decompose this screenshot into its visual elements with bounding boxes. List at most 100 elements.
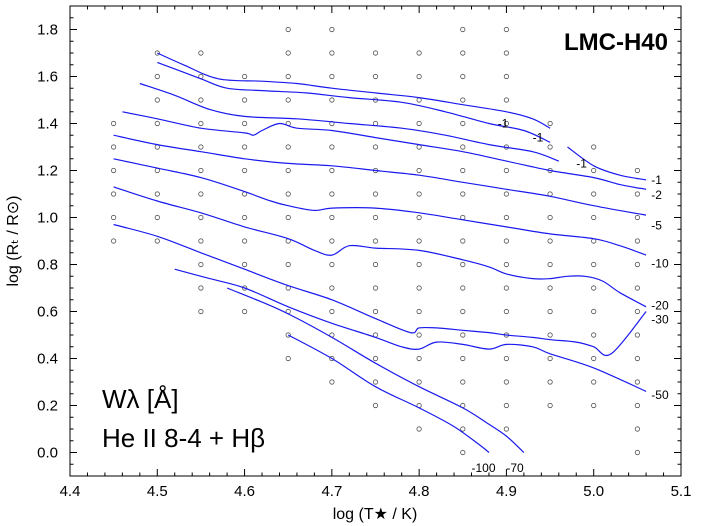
model-grid-point: [154, 50, 160, 56]
model-grid-point: [591, 308, 597, 315]
contour-line: [287, 334, 490, 453]
model-grid-point: [154, 214, 160, 221]
model-grid-point: [242, 144, 248, 150]
model-grid-point: [547, 238, 553, 244]
model-grid-point: [198, 97, 204, 103]
model-grid-point: [460, 308, 466, 315]
model-grid-point: [591, 144, 597, 150]
model-grid-point: [503, 167, 509, 174]
model-grid-point: [242, 167, 248, 174]
model-grid-point: [416, 97, 422, 103]
contour-labels: -1-1-1-1-2-5-10-20-30-50-70-100: [472, 117, 669, 475]
model-grid-point: [503, 285, 509, 291]
model-grid-point: [285, 97, 291, 103]
model-grid-point: [634, 402, 641, 409]
model-grid-point: [285, 26, 291, 33]
model-grid-point: [416, 261, 422, 268]
model-grid-point: [460, 379, 466, 385]
model-grid-point: [285, 167, 291, 174]
model-grid-point: [372, 144, 379, 150]
contour-line: [174, 268, 647, 392]
model-grid-point: [198, 191, 204, 197]
model-grid-point: [460, 50, 466, 56]
model-grid-point: [416, 50, 422, 56]
model-grid-point: [329, 167, 335, 174]
y-tick-label: 1.4: [37, 116, 58, 133]
model-grid-point: [242, 214, 248, 221]
model-grid-point: [591, 332, 597, 338]
contour-line: [113, 223, 647, 357]
contour-line: [226, 287, 525, 453]
model-grid-point: [416, 214, 422, 221]
model-grid-point: [329, 26, 335, 33]
model-grid-point: [460, 332, 466, 338]
x-tick-label: 4.8: [409, 483, 430, 500]
model-grid-point: [242, 261, 248, 268]
model-grid-point: [503, 308, 509, 315]
y-tick-label: 0.4: [37, 351, 58, 368]
model-grid-point: [503, 355, 509, 362]
model-grid-point: [547, 120, 553, 127]
model-grid-point: [634, 167, 641, 174]
model-grid-point: [634, 426, 641, 432]
model-grid-point: [503, 238, 509, 244]
model-grid-point: [242, 73, 248, 80]
contour-lines: [113, 52, 647, 453]
model-grid-point: [329, 261, 335, 268]
model-grid-point: [372, 73, 379, 80]
y-tick-label: 1.6: [37, 69, 58, 86]
model-grid-point: [460, 285, 466, 291]
contour-label: -5: [651, 219, 662, 233]
model-grid-point: [372, 238, 379, 244]
x-tick-label: 4.7: [321, 483, 342, 500]
contour-label: -50: [651, 388, 669, 402]
model-grid-point: [634, 308, 641, 315]
contour-label: -1: [498, 117, 509, 131]
model-grid-point: [547, 144, 553, 150]
y-tick-label: 0.2: [37, 398, 58, 415]
model-grid-point: [329, 97, 335, 103]
model-grid-point: [416, 379, 422, 385]
model-grid-point: [329, 214, 335, 221]
model-grid-point: [111, 238, 117, 244]
model-grid-point: [547, 402, 553, 409]
model-grid-point: [372, 191, 379, 197]
model-grid-point: [634, 261, 641, 268]
model-grid-point: [111, 167, 117, 174]
model-grid-point: [416, 167, 422, 174]
model-grid-point: [460, 261, 466, 268]
y-tick-label: 1.2: [37, 163, 58, 180]
contour-label: -100: [472, 461, 496, 475]
model-grid-point: [372, 308, 379, 315]
contour-label: -1: [651, 173, 662, 187]
model-grid-point: [460, 449, 466, 456]
model-grid-point: [547, 285, 553, 291]
model-grid-point: [285, 332, 291, 338]
model-grid-point: [154, 120, 160, 127]
x-tick-label: 4.6: [234, 483, 255, 500]
model-grid-point: [198, 50, 204, 56]
model-grid-point: [198, 120, 204, 127]
model-grid-point: [198, 261, 204, 268]
model-grid-point: [154, 73, 160, 80]
model-grid-point: [416, 285, 422, 291]
model-grid-point: [154, 191, 160, 197]
model-grid-point: [329, 73, 335, 80]
contour-line: [113, 186, 647, 308]
contour-label: -2: [651, 188, 662, 202]
model-grid-point: [372, 261, 379, 268]
model-grid-point: [372, 50, 379, 56]
model-grid-point: [329, 238, 335, 244]
model-grid-point: [329, 379, 335, 385]
model-grid-point: [634, 191, 641, 197]
model-grid-point: [591, 402, 597, 409]
model-grid-point: [591, 167, 597, 174]
model-grid-point: [416, 191, 422, 197]
model-grid-point: [372, 285, 379, 291]
model-grid-point: [285, 50, 291, 56]
model-grid-point: [285, 261, 291, 268]
model-grid-point: [503, 402, 509, 409]
y-tick-label: 0.6: [37, 304, 58, 321]
model-grid-point: [591, 355, 597, 362]
annotation-line-1: Wλ [Å]: [102, 384, 179, 414]
